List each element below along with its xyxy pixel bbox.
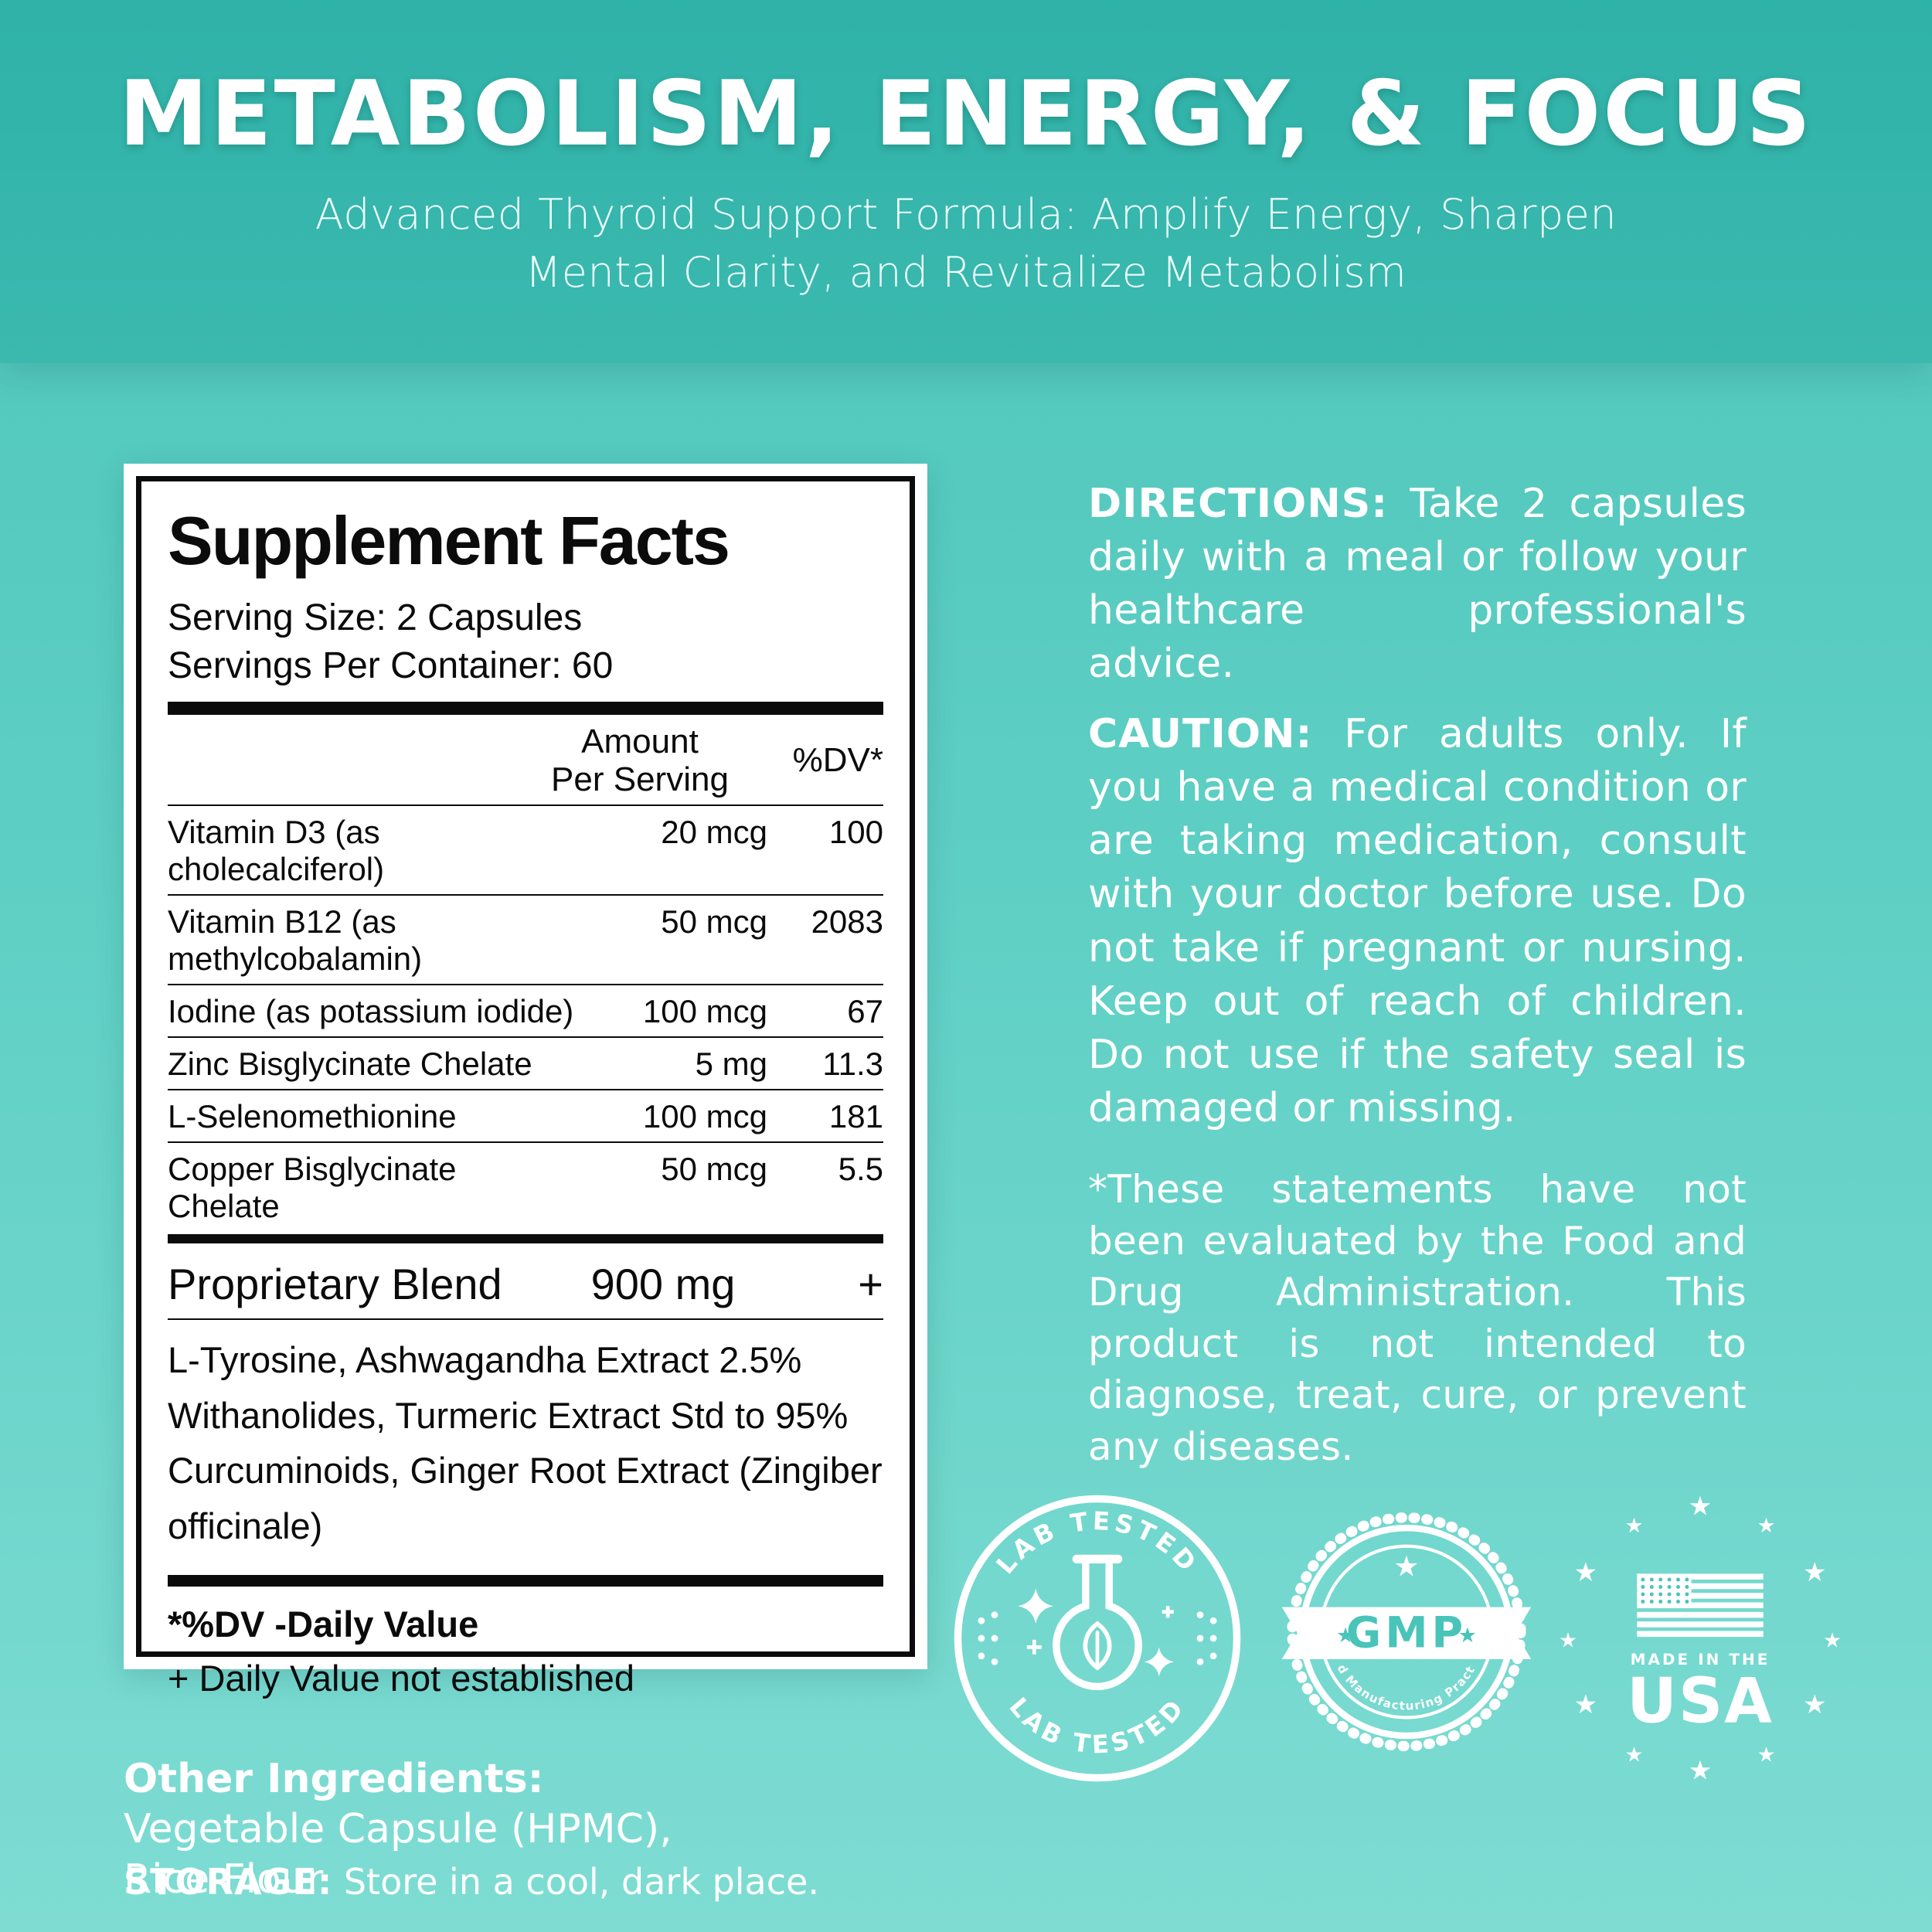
ingredient-name: Copper Bisglycinate Chelate (168, 1151, 457, 1225)
star-icon: ★ (1757, 1743, 1776, 1767)
ingredient-name: L-Selenomethionine (168, 1098, 457, 1135)
thick-divider (168, 1575, 883, 1587)
servings-per-container: Servings Per Container: 60 (168, 645, 614, 687)
table-row: Zinc Bisglycinate Chelate 5 mg 11.3 (168, 1036, 883, 1089)
usa-text: USA (1627, 1665, 1774, 1736)
gmp-banner (1281, 1607, 1532, 1659)
star-icon: ★ (1757, 1514, 1776, 1538)
ingredient-name: Iodine (as potassium iodide) (168, 993, 574, 1030)
blend-name: Proprietary Blend (168, 1260, 502, 1309)
header-band: METABOLISM, ENERGY, & FOCUS Advanced Thy… (0, 0, 1932, 363)
table-row: Iodine (as potassium iodide) 100 mcg 67 (168, 984, 883, 1036)
gmp-icon: ★ ★ GMP ★ Good Manufacturing Practices (1264, 1509, 1532, 1752)
ingredient-amount: 100 mcg (642, 993, 767, 1030)
lab-tested-badge: LAB TESTED LAB TESTED (951, 1492, 1244, 1785)
ingredient-dv: 11.3 (822, 1046, 883, 1083)
lab-tested-icon: LAB TESTED LAB TESTED (954, 1495, 1241, 1782)
supplement-facts-panel: Supplement Facts Serving Size: 2 Capsule… (124, 464, 927, 1699)
blend-dv: + (858, 1260, 883, 1309)
other-ingredients-label: Other Ingredients: (124, 1756, 544, 1802)
product-subtitle: Advanced Thyroid Support Formula: Amplif… (315, 189, 1617, 297)
dots-left (978, 1611, 998, 1665)
other-ingredients-value: Vegetable Capsule (HPMC), Rice Flour (124, 1806, 672, 1903)
footnotes: *%DV -Daily Value + Daily Value not esta… (168, 1587, 883, 1705)
star-icon: ★ (1336, 1624, 1355, 1648)
blend-description: L-Tyrosine, Ashwagandha Extract 2.5% Wit… (168, 1318, 883, 1569)
thick-divider (168, 701, 883, 715)
serving-size: Serving Size: 2 Capsules (168, 597, 583, 638)
flask-icon (1053, 1554, 1142, 1691)
product-title: METABOLISM, ENERGY, & FOCUS (118, 61, 1814, 166)
ingredient-name: Vitamin D3 (as cholecalciferol) (168, 814, 385, 888)
table-row: Copper Bisglycinate Chelate 50 mcg 5.5 (168, 1141, 883, 1231)
blend-amount: 900 mg (590, 1260, 736, 1309)
ingredient-dv: 181 (828, 1098, 883, 1135)
dots-right (1196, 1611, 1217, 1665)
star-ring: ★ ★ ★ ★ ★ ★ ★ ★ ★ ★ ★ ★ (1559, 1492, 1842, 1785)
ingredient-dv: 100 (828, 814, 883, 851)
star-icon: ★ (1803, 1689, 1827, 1720)
star-icon: ★ (1559, 1628, 1577, 1652)
storage-value: Store in a cool, dark place. (332, 1861, 819, 1903)
star-icon: ★ (1625, 1743, 1644, 1767)
ingredient-dv: 5.5 (838, 1151, 883, 1188)
table-row: Vitamin B12 (as methylcobalamin) 50 mcg … (168, 894, 883, 984)
amount-header-line2: Per Serving (551, 760, 729, 799)
amount-column-header: Amount Per Serving (512, 723, 767, 799)
ingredient-amount: 50 mcg (661, 1151, 767, 1188)
storage-label: STORAGE: (124, 1861, 333, 1903)
directions-text: Take 2 capsules daily with a meal or fol… (1088, 481, 1747, 688)
made-in-usa-badge: ★ ★ ★ ★ ★ ★ ★ ★ ★ ★ ★ ★ (1553, 1492, 1847, 1785)
ingredient-amount: 20 mcg (661, 814, 767, 851)
sparkle-icons (1018, 1588, 1174, 1677)
directions-label: DIRECTIONS: (1088, 481, 1389, 527)
supplement-facts-border: Supplement Facts Serving Size: 2 Capsule… (136, 476, 915, 1699)
svg-text:LAB TESTED: LAB TESTED (1003, 1692, 1191, 1760)
star-icon: ★ (1625, 1514, 1644, 1538)
made-in-usa-icon: ★ ★ ★ ★ ★ ★ ★ ★ ★ ★ ★ ★ (1559, 1492, 1842, 1785)
star-icon: ★ (1458, 1624, 1477, 1648)
us-flag-icon (1637, 1573, 1764, 1638)
footnote-dv: *%DV -Daily Value (168, 1604, 479, 1645)
column-headers: Amount Per Serving %DV* (168, 715, 883, 805)
lab-tested-bottom-text: LAB TESTED (1003, 1692, 1187, 1760)
star-icon: ★ (1573, 1689, 1597, 1720)
ingredient-dv: 2083 (811, 903, 883, 940)
gmp-badge: ★ ★ GMP ★ Good Manufacturing Practices (1264, 1509, 1549, 1768)
ingredient-amount: 50 mcg (661, 903, 767, 940)
star-icon: ★ (1689, 1492, 1713, 1522)
ingredient-name: Vitamin B12 (as methylcobalamin) (168, 903, 423, 978)
star-icon: ★ (1573, 1557, 1597, 1588)
directions-paragraph: DIRECTIONS: Take 2 capsules daily with a… (1088, 478, 1747, 692)
ingredient-amount: 5 mg (695, 1046, 767, 1083)
star-icon: ★ (1823, 1628, 1842, 1652)
ingredient-amount: 100 mcg (642, 1098, 767, 1135)
thick-divider (168, 1234, 883, 1244)
proprietary-blend-row: Proprietary Blend 900 mg + (168, 1243, 883, 1318)
star-icon: ★ (1803, 1557, 1827, 1588)
gmp-label: GMP (1346, 1609, 1467, 1658)
caution-paragraph: CAUTION: For adults only. If you have a … (1088, 708, 1747, 1135)
fda-disclaimer: *These statements have not been evaluate… (1088, 1167, 1747, 1469)
dv-column-header: %DV* (792, 741, 883, 780)
table-row: Vitamin D3 (as cholecalciferol) 20 mcg 1… (168, 804, 883, 894)
storage-note: STORAGE: Store in a cool, dark place. (124, 1861, 819, 1903)
caution-label: CAUTION: (1088, 711, 1313, 757)
amount-header-line1: Amount (581, 722, 699, 760)
ingredient-dv: 67 (847, 993, 883, 1030)
star-icon: ★ (1689, 1755, 1713, 1785)
other-ingredients: Other Ingredients: Vegetable Capsule (HP… (124, 1754, 699, 1905)
star-icon: ★ (1393, 1549, 1419, 1583)
made-in-the-text: MADE IN THE (1631, 1650, 1770, 1668)
ingredient-name: Zinc Bisglycinate Chelate (168, 1046, 532, 1083)
caution-text: For adults only. If you have a medical c… (1088, 711, 1747, 1132)
footnote-plus: + Daily Value not established (168, 1657, 634, 1699)
supplement-facts-title: Supplement Facts (168, 502, 730, 579)
table-row: L-Selenomethionine 100 mcg 181 (168, 1089, 883, 1141)
